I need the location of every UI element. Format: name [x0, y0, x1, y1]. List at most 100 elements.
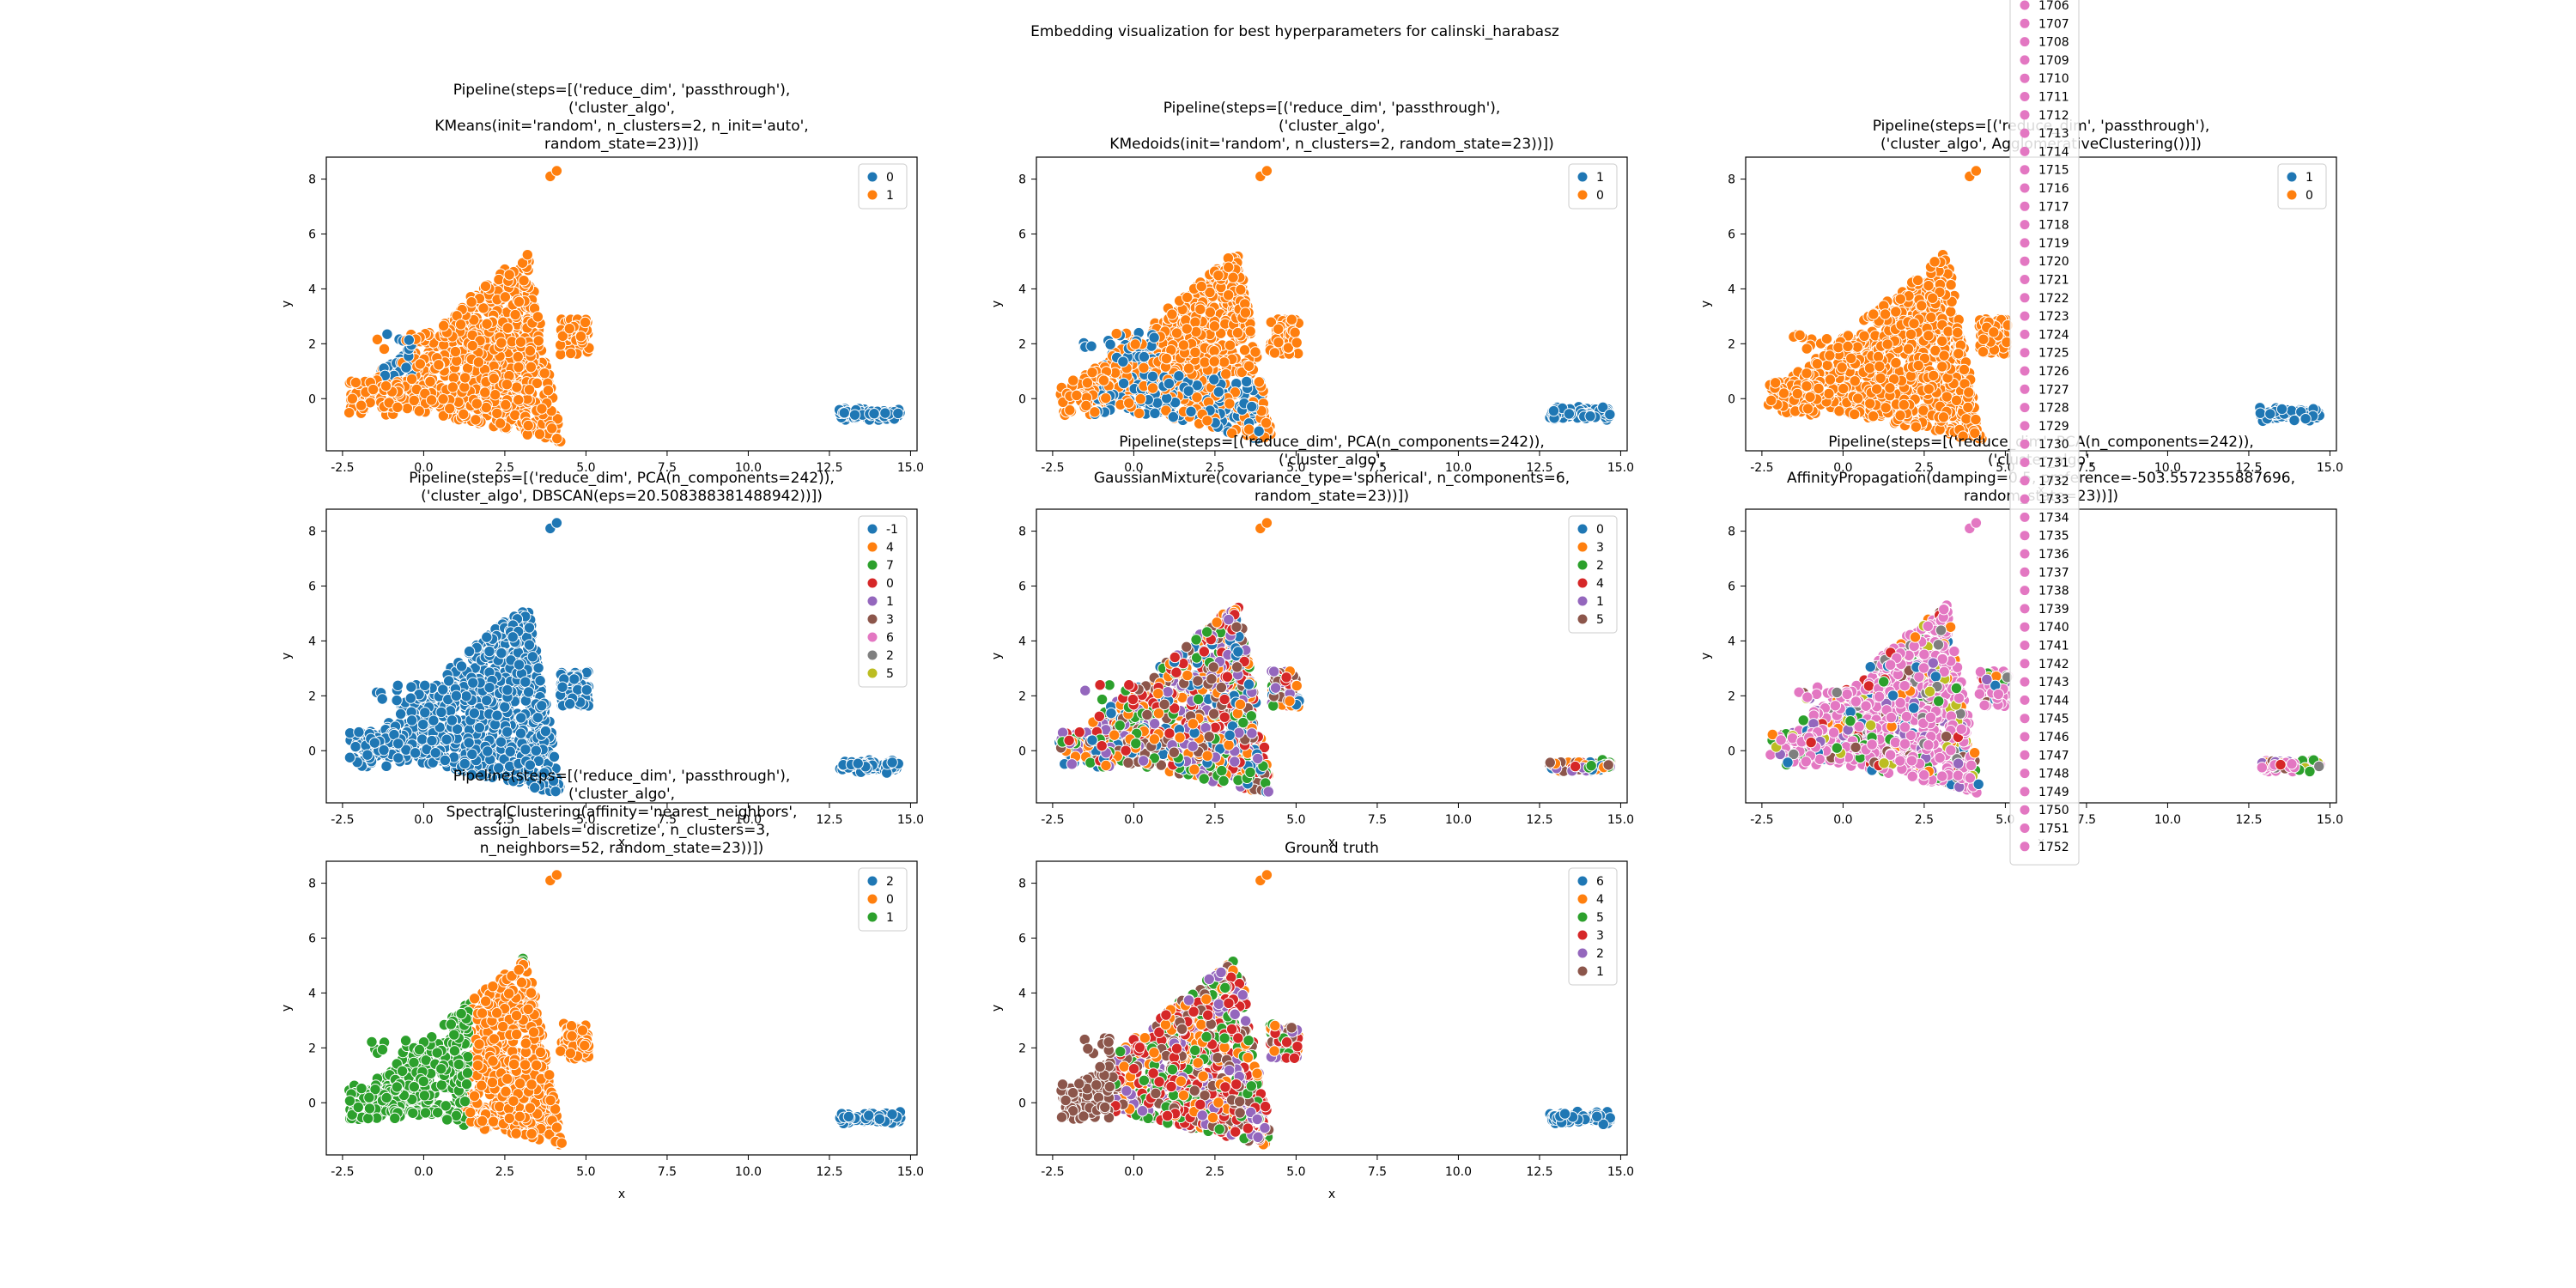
data-point: [1200, 357, 1210, 368]
legend-label: 2: [886, 649, 894, 663]
data-point: [1874, 361, 1885, 371]
data-point: [1221, 368, 1231, 379]
data-point: [1101, 392, 1111, 403]
data-point: [1926, 312, 1936, 322]
data-point: [464, 646, 474, 656]
data-point: [1880, 403, 1891, 413]
data-point: [1852, 342, 1862, 352]
data-point: [1111, 328, 1121, 338]
data-point: [392, 402, 403, 412]
data-point: [2255, 408, 2265, 418]
y-tick-label: 8: [308, 526, 316, 539]
data-point: [467, 749, 477, 759]
data-point: [1978, 334, 1989, 344]
data-point: [1937, 336, 1947, 346]
data-point: [1098, 375, 1109, 386]
data-point: [1147, 383, 1157, 393]
legend-marker: [868, 669, 878, 678]
data-point: [1959, 364, 1969, 374]
subplot-title-line: Pipeline(steps=[('reduce_dim', PCA(n_com…: [1119, 434, 1545, 451]
x-tick-label: 0.0: [1124, 813, 1143, 827]
data-point: [1195, 304, 1206, 314]
data-point: [1068, 375, 1078, 386]
data-point: [395, 708, 405, 719]
data-point: [1859, 331, 1869, 341]
legend-label: 1: [2306, 171, 2313, 185]
data-point: [513, 394, 524, 404]
subplot-4: Pipeline(steps=[('reduce_dim', PCA(n_com…: [990, 434, 1634, 849]
data-point: [501, 380, 512, 390]
data-point: [362, 750, 373, 760]
legend-marker: [2287, 191, 2297, 200]
data-point: [543, 386, 553, 396]
data-point: [893, 408, 903, 418]
data-point: [1941, 392, 1952, 402]
data-point: [1843, 341, 1853, 351]
y-tick-label: 0: [308, 392, 316, 406]
subplot-1: Pipeline(steps=[('reduce_dim', 'passthro…: [990, 100, 1634, 475]
data-point: [1812, 358, 1822, 368]
data-point: [438, 320, 448, 331]
data-point: [1946, 280, 1956, 290]
data-point: [1150, 408, 1160, 418]
data-point: [1245, 326, 1255, 337]
data-point: [1139, 351, 1149, 361]
x-tick-label: 0.0: [414, 813, 433, 827]
data-point: [392, 680, 403, 690]
data-point: [1250, 347, 1261, 357]
data-point: [502, 684, 513, 695]
data-point: [455, 319, 465, 330]
data-point: [510, 410, 520, 420]
data-point: [451, 690, 461, 701]
data-point: [471, 398, 482, 409]
data-point: [1801, 368, 1812, 379]
data-point: [1963, 402, 1973, 412]
y-tick-label: 8: [1018, 173, 1026, 187]
subplot-title-line: ('cluster_algo',: [568, 100, 675, 117]
data-point: [1837, 362, 1847, 373]
data-point: [1903, 343, 1913, 354]
data-point: [581, 684, 592, 695]
data-point: [1868, 309, 1879, 319]
data-point: [438, 394, 448, 404]
data-point: [404, 335, 414, 345]
y-axis-label: y: [1699, 301, 1713, 307]
data-point: [1273, 337, 1284, 347]
legend-label: 3: [886, 613, 894, 627]
data-point: [1905, 329, 1916, 339]
data-point: [513, 351, 523, 361]
y-tick-label: 6: [1018, 580, 1026, 593]
data-point: [427, 735, 437, 745]
data-point: [537, 701, 547, 711]
data-point: [1937, 361, 1947, 372]
legend-label: 4: [886, 541, 894, 555]
data-point: [1873, 351, 1883, 361]
data-point: [1792, 388, 1802, 398]
legend-marker: [868, 561, 878, 570]
data-point: [425, 376, 435, 386]
data-point: [1833, 342, 1844, 352]
data-point: [350, 377, 361, 387]
data-point: [1880, 309, 1890, 319]
data-point: [1183, 363, 1194, 374]
data-point: [1821, 333, 1832, 343]
data-point: [1895, 410, 1905, 421]
data-point: [1286, 314, 1297, 325]
data-point: [1838, 383, 1849, 393]
data-point: [1178, 340, 1188, 350]
data-point: [532, 312, 543, 322]
data-point: [1161, 353, 1171, 363]
data-point: [492, 408, 502, 418]
data-point: [519, 276, 529, 286]
data-point: [504, 270, 514, 280]
data-point: [1814, 383, 1824, 393]
data-point: [505, 746, 515, 756]
data-point: [1209, 356, 1219, 367]
data-point: [1174, 371, 1184, 381]
data-point: [1213, 270, 1224, 280]
data-point: [2265, 409, 2275, 419]
legend-box: [859, 164, 907, 209]
y-tick-label: 2: [308, 337, 316, 351]
data-point: [1909, 319, 1919, 329]
data-point: [1186, 406, 1196, 416]
